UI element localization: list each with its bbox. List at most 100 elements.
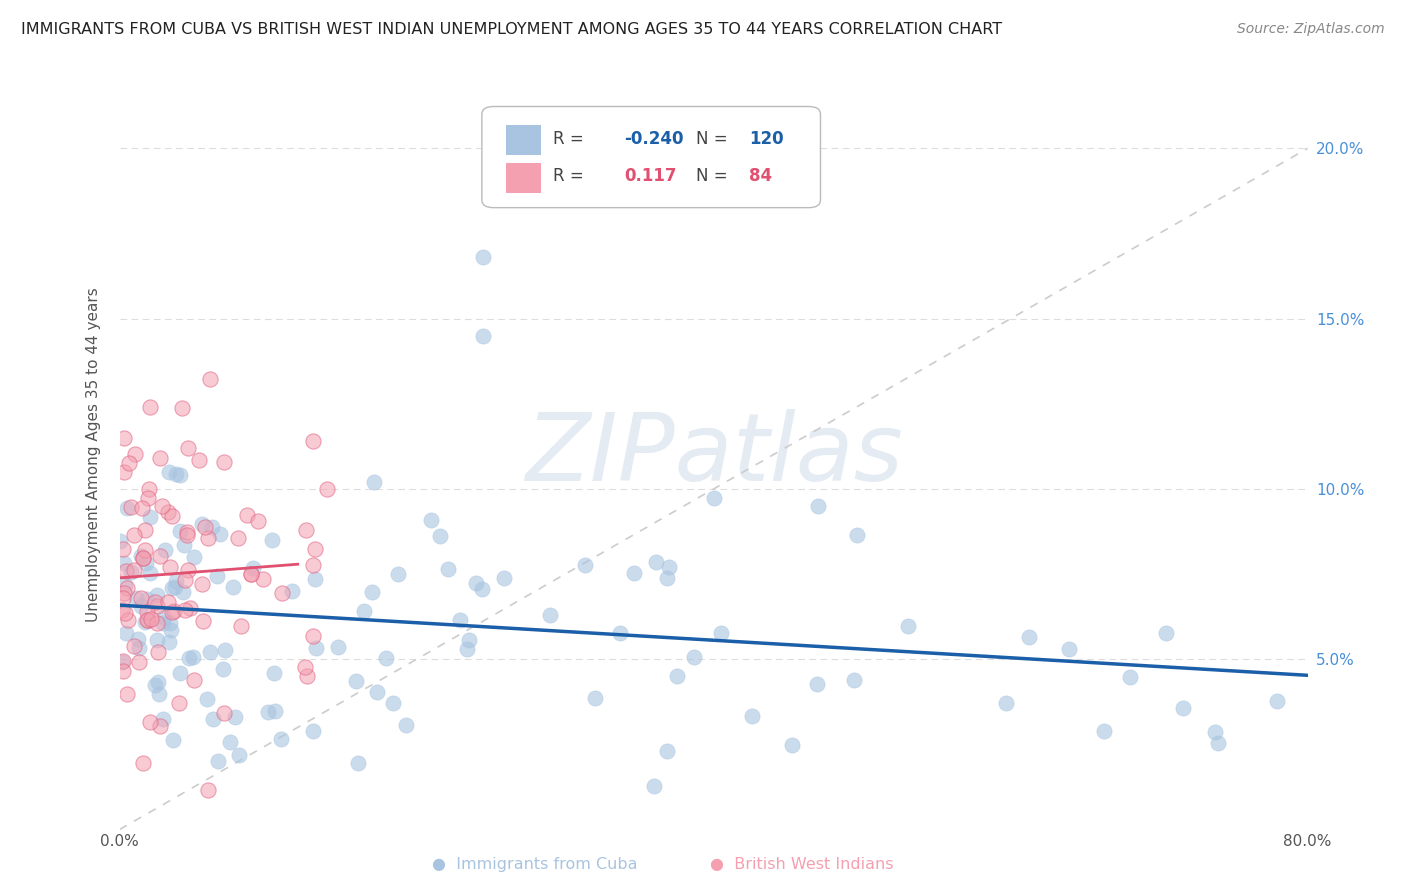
- Point: [160, 582, 183, 596]
- Point: [120, 565, 142, 579]
- Point: [134, 615, 156, 629]
- Point: [148, 687, 170, 701]
- Point: [212, 662, 235, 676]
- Point: [112, 465, 135, 479]
- Point: [138, 482, 160, 496]
- Text: ●  Immigrants from Cuba: ● Immigrants from Cuba: [432, 857, 637, 872]
- Point: [1208, 736, 1230, 750]
- Point: [152, 615, 174, 630]
- Text: 84: 84: [749, 167, 772, 186]
- Point: [375, 651, 398, 665]
- Point: [710, 625, 733, 640]
- Point: [148, 645, 170, 659]
- Point: [169, 468, 191, 483]
- Point: [456, 642, 478, 657]
- Point: [346, 673, 368, 688]
- Point: [270, 585, 292, 599]
- Point: [347, 756, 370, 770]
- Point: [169, 696, 191, 710]
- Point: [202, 712, 225, 726]
- Point: [1171, 701, 1194, 715]
- Text: N =: N =: [696, 167, 727, 186]
- Point: [1265, 694, 1288, 708]
- Point: [326, 640, 349, 655]
- Point: [136, 613, 159, 627]
- Point: [574, 558, 596, 572]
- Point: [149, 719, 172, 733]
- Point: [124, 563, 146, 577]
- Point: [165, 467, 187, 482]
- Point: [117, 501, 139, 516]
- Point: [174, 573, 197, 587]
- Point: [353, 604, 375, 618]
- Point: [281, 584, 304, 599]
- Point: [1204, 724, 1226, 739]
- Point: [201, 520, 224, 534]
- Point: [187, 453, 209, 467]
- Point: [995, 696, 1018, 710]
- Point: [302, 629, 325, 643]
- Point: [623, 566, 645, 581]
- Point: [132, 756, 155, 770]
- Point: [844, 673, 866, 687]
- Point: [229, 618, 252, 632]
- Point: [643, 779, 665, 793]
- Point: [366, 685, 388, 699]
- Point: [114, 625, 136, 640]
- Point: [304, 572, 326, 586]
- FancyBboxPatch shape: [482, 106, 821, 208]
- Point: [302, 723, 325, 738]
- Point: [1156, 626, 1178, 640]
- Point: [114, 564, 136, 578]
- Point: [124, 447, 146, 461]
- Point: [112, 655, 135, 669]
- Point: [195, 692, 218, 706]
- Point: [128, 655, 150, 669]
- Point: [172, 585, 194, 599]
- Point: [316, 482, 339, 496]
- Point: [295, 523, 318, 537]
- Point: [205, 569, 228, 583]
- Point: [138, 714, 160, 729]
- Point: [156, 506, 179, 520]
- Point: [111, 591, 134, 606]
- Text: Source: ZipAtlas.com: Source: ZipAtlas.com: [1237, 22, 1385, 37]
- Point: [301, 434, 323, 448]
- Point: [111, 603, 134, 617]
- Point: [437, 562, 460, 576]
- Point: [224, 709, 246, 723]
- Point: [609, 625, 631, 640]
- Point: [177, 441, 200, 455]
- Point: [157, 635, 180, 649]
- Point: [173, 538, 195, 552]
- Point: [806, 499, 828, 513]
- Point: [194, 520, 217, 534]
- Point: [236, 508, 259, 523]
- Point: [1119, 670, 1142, 684]
- Point: [174, 603, 197, 617]
- Point: [163, 604, 186, 618]
- Point: [157, 465, 180, 479]
- Point: [198, 645, 221, 659]
- Point: [136, 591, 159, 606]
- Point: [136, 491, 159, 506]
- Text: IMMIGRANTS FROM CUBA VS BRITISH WEST INDIAN UNEMPLOYMENT AMONG AGES 35 TO 44 YEA: IMMIGRANTS FROM CUBA VS BRITISH WEST IND…: [21, 22, 1002, 37]
- Point: [153, 542, 176, 557]
- Point: [260, 533, 283, 548]
- Point: [209, 526, 232, 541]
- Point: [112, 586, 135, 600]
- Text: 0.117: 0.117: [624, 167, 676, 186]
- Point: [302, 558, 325, 573]
- Text: 120: 120: [749, 130, 783, 148]
- Point: [110, 655, 132, 669]
- Point: [297, 669, 319, 683]
- Point: [134, 523, 156, 537]
- Point: [183, 550, 205, 565]
- Point: [806, 677, 828, 691]
- Point: [177, 563, 200, 577]
- Point: [159, 560, 181, 574]
- Point: [228, 748, 250, 763]
- Point: [190, 516, 212, 531]
- Point: [138, 510, 160, 524]
- Point: [145, 588, 167, 602]
